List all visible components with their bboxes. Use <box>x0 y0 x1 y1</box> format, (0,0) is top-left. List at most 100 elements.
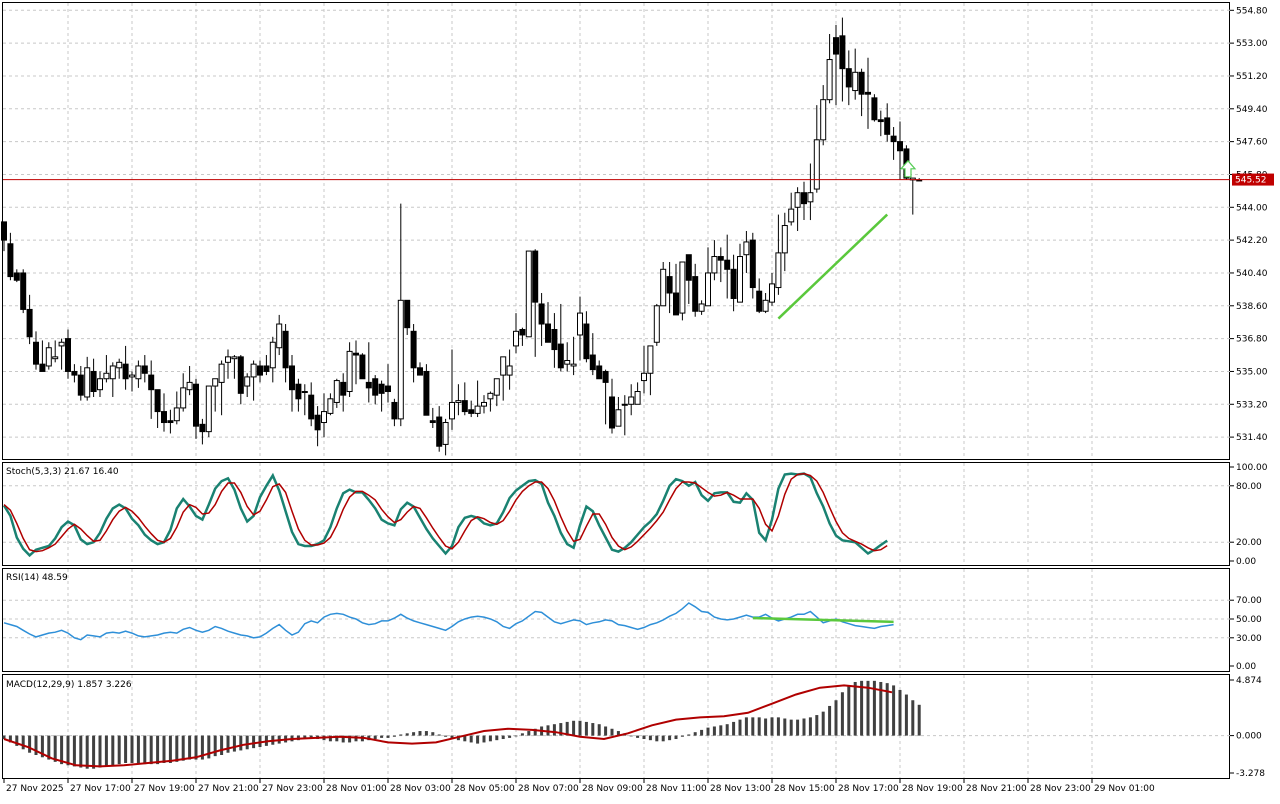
macd-histogram-bar <box>712 726 716 736</box>
candle-body <box>404 299 411 329</box>
macd-histogram-bar <box>661 735 665 742</box>
macd-histogram-bar <box>764 718 768 736</box>
macd-histogram-bar <box>636 735 640 738</box>
macd-histogram-bar <box>898 689 902 736</box>
candle-body <box>737 256 743 303</box>
macd-histogram-bar <box>303 735 307 740</box>
candle-body <box>666 276 673 294</box>
macd-histogram-bar <box>418 731 422 736</box>
macd-histogram-bar <box>328 735 332 742</box>
stoch-k-line <box>2 472 888 558</box>
candle-body <box>916 179 923 182</box>
candle-body <box>641 372 647 382</box>
candle-body <box>109 365 116 380</box>
macd-histogram-bar <box>808 717 812 736</box>
macd-histogram-bar <box>226 735 230 753</box>
time-axis-labels: 27 Nov 2025 27 Nov 17:00 27 Nov 19:00 27 No… <box>3 779 1155 794</box>
price-pane[interactable] <box>2 2 1230 460</box>
time-tick-label: 28 Nov 07:00 <box>518 784 579 794</box>
stoch-tick-label: 20.00 <box>1236 538 1262 548</box>
candle-body <box>301 391 308 394</box>
macd-histogram-bar <box>92 735 96 769</box>
stoch-d-line <box>3 472 888 553</box>
macd-histogram-bar <box>431 732 435 736</box>
candle-body <box>1 221 7 241</box>
candle-body <box>97 378 103 391</box>
macd-histogram-bar <box>687 734 691 736</box>
candle-body <box>538 303 545 325</box>
candle-body <box>634 391 641 405</box>
candle-body <box>449 401 455 420</box>
candle-body <box>327 398 334 414</box>
rsi-tick-label: 70.00 <box>1236 596 1262 606</box>
macd-histogram-bar <box>815 715 819 736</box>
macd-histogram-bar <box>213 735 217 757</box>
candle-body <box>212 378 219 387</box>
macd-histogram-bar <box>53 735 57 762</box>
candle-body <box>429 420 436 424</box>
macd-histogram-bar <box>501 735 505 740</box>
macd-histogram-bar <box>514 735 518 737</box>
time-tick-label: 28 Nov 03:00 <box>390 784 451 794</box>
candle-body <box>897 141 903 152</box>
candle-body <box>833 37 839 55</box>
candle-body <box>397 299 404 420</box>
macd-histogram-bar <box>194 735 198 760</box>
macd-histogram-bar <box>79 735 83 768</box>
candle-body <box>26 308 33 338</box>
candle-body <box>391 401 398 420</box>
macd-pane[interactable] <box>2 674 1230 779</box>
macd-histogram-bar <box>47 735 51 760</box>
macd-histogram-bar <box>309 735 313 738</box>
macd-histogram-bar <box>40 735 44 758</box>
stoch-tick-label: 0.00 <box>1236 557 1256 567</box>
candle-body <box>724 259 731 270</box>
time-tick-label: 28 Nov 21:00 <box>966 784 1027 794</box>
candle-body <box>647 345 654 374</box>
macd-histogram-bar <box>917 704 921 736</box>
candle-body <box>468 409 475 414</box>
candle-body <box>237 356 244 394</box>
candlestick-series <box>1 17 923 456</box>
macd-histogram-bar <box>424 731 428 736</box>
candle-body <box>615 409 622 427</box>
candle-body <box>231 356 238 360</box>
candle-body <box>205 385 212 433</box>
rsi-pane[interactable] <box>2 568 1230 672</box>
macd-tick-label: -3.278 <box>1236 769 1265 779</box>
macd-histogram-bar <box>860 680 864 736</box>
current-price-label: 545.52 <box>1235 176 1267 186</box>
macd-histogram-bar <box>719 725 723 736</box>
macd-histogram-bar <box>2 735 6 740</box>
candle-body <box>257 365 263 376</box>
candle-body <box>762 299 769 312</box>
macd-indicator <box>2 680 921 769</box>
candle-body <box>372 378 379 396</box>
stoch-pane[interactable] <box>2 462 1230 566</box>
macd-histogram-bar <box>373 735 377 740</box>
macd-histogram-bar <box>149 735 153 765</box>
macd-histogram-bar <box>565 721 569 736</box>
candle-body <box>186 381 193 391</box>
candle-body <box>129 374 135 378</box>
macd-histogram-bar <box>834 700 838 736</box>
macd-histogram-bar <box>674 735 678 740</box>
macd-histogram-bar <box>828 705 832 736</box>
macd-histogram-bar <box>252 735 256 749</box>
macd-histogram-bar <box>853 681 857 736</box>
candle-body <box>801 192 807 205</box>
candle-body <box>276 323 283 349</box>
macd-histogram-bar <box>770 717 774 736</box>
candle-body <box>180 387 187 409</box>
macd-histogram-bar <box>680 735 684 737</box>
candle-body <box>852 71 859 92</box>
macd-histogram-bar <box>34 735 38 755</box>
macd-histogram-bar <box>104 735 108 767</box>
macd-histogram-bar <box>604 726 608 736</box>
macd-histogram-bar <box>597 724 601 736</box>
candle-body <box>628 396 635 405</box>
candle-body <box>609 396 615 429</box>
stochastic-indicator <box>2 472 888 558</box>
